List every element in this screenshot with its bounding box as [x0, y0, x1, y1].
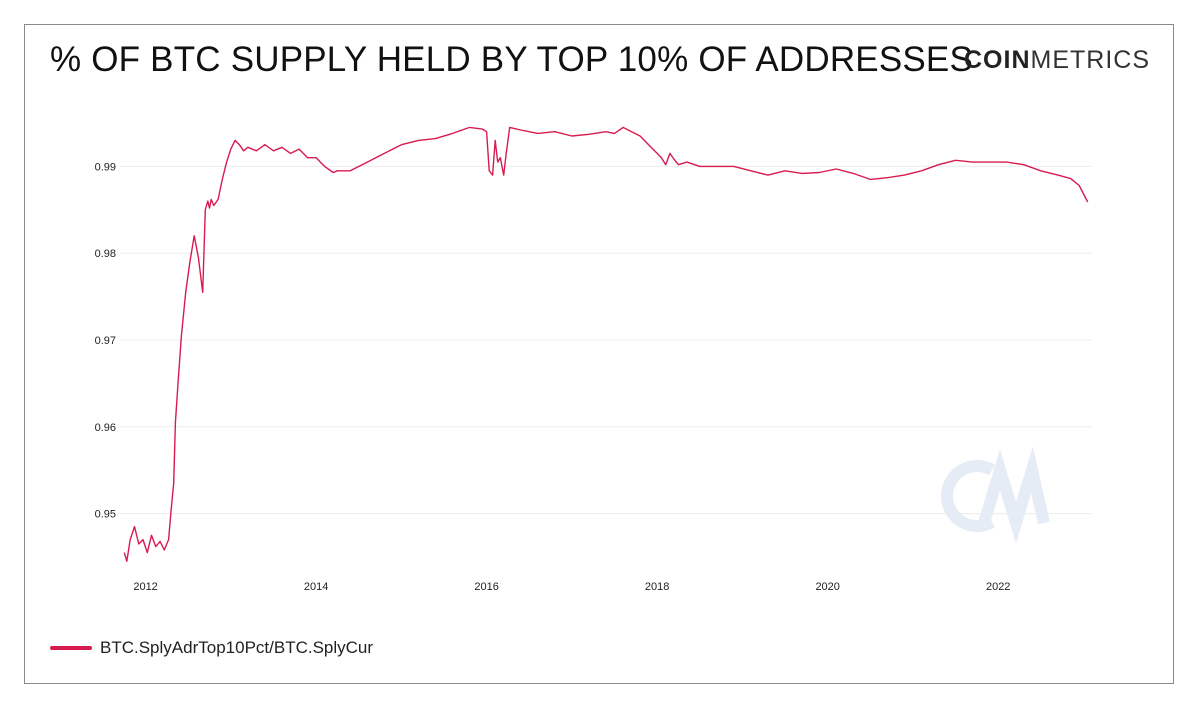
- x-tick-labels: 2012 2014 2016 2018 2020 2022: [133, 581, 1010, 593]
- y-tick-label: 0.96: [95, 422, 116, 434]
- x-tick-label: 2018: [645, 581, 669, 593]
- legend-swatch: [50, 646, 92, 650]
- cm-logo-icon: [941, 446, 1050, 544]
- x-tick-label: 2020: [815, 581, 839, 593]
- grid-lines: [120, 165, 1092, 515]
- x-tick-label: 2014: [304, 581, 328, 593]
- y-tick-label: 0.95: [95, 509, 116, 521]
- brand-logo-light: METRICS: [1030, 46, 1150, 74]
- legend: BTC.SplyAdrTop10Pct/BTC.SplyCur: [50, 638, 373, 658]
- y-tick-label: 0.97: [95, 335, 116, 347]
- brand-logo: COINMETRICS: [964, 46, 1150, 75]
- chart-title: % OF BTC SUPPLY HELD BY TOP 10% OF ADDRE…: [50, 40, 974, 79]
- legend-label: BTC.SplyAdrTop10Pct/BTC.SplyCur: [100, 638, 374, 657]
- chart-frame: [24, 24, 1174, 684]
- y-tick-labels: 0.95 0.96 0.97 0.98 0.99: [95, 161, 116, 520]
- y-tick-label: 0.99: [95, 161, 116, 173]
- y-tick-label: 0.98: [95, 248, 116, 260]
- brand-logo-bold: COIN: [964, 46, 1031, 74]
- series-lines: [123, 126, 1089, 562]
- x-tick-label: 2016: [474, 581, 498, 593]
- x-tick-label: 2022: [986, 581, 1010, 593]
- series-line: [123, 126, 1089, 562]
- x-tick-label: 2012: [133, 581, 157, 593]
